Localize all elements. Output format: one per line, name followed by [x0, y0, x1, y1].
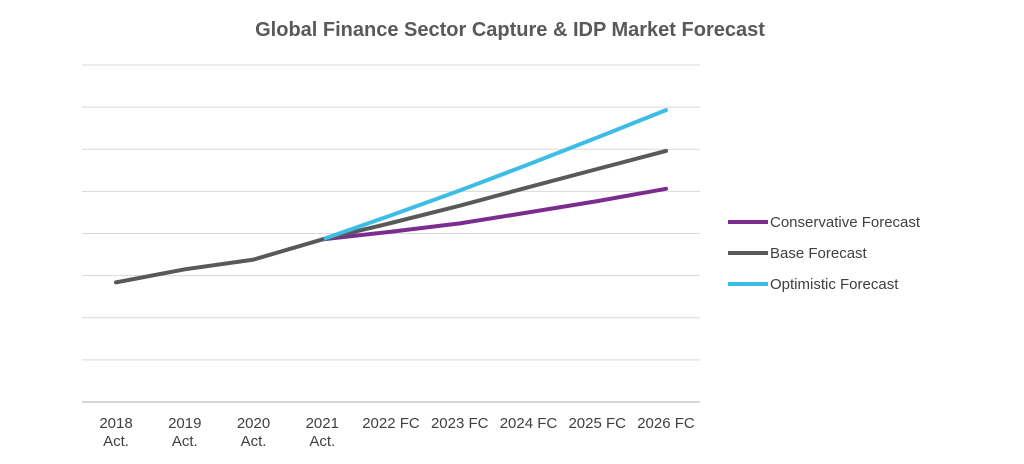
x-tick-label: 2019 Act.: [168, 415, 201, 450]
x-tick-label: 2025 FC: [568, 415, 626, 432]
series-line-actual: [114, 237, 325, 285]
chart-title: Global Finance Sector Capture & IDP Mark…: [255, 19, 765, 41]
legend-label-base-forecast: Base Forecast: [770, 245, 868, 262]
x-tick-label: 2024 FC: [500, 415, 558, 432]
x-tick-label: 2018 Act.: [99, 415, 132, 450]
x-tick-label: 2023 FC: [431, 415, 489, 432]
series-line-optimistic-forecast: [320, 108, 668, 242]
legend: Conservative Forecast Base Forecast Optimi…: [728, 214, 921, 293]
x-tick-label: 2022 FC: [362, 415, 420, 432]
series-line-base-forecast: [320, 148, 668, 242]
series-line-conservative-forecast: [320, 186, 668, 242]
x-tick-label: 2020 Act.: [237, 415, 270, 450]
x-axis: 2018 Act. 2019 Act. 2020 Act. 2021 Act. 2022 FC 2…: [99, 415, 695, 450]
series-lines: [114, 108, 668, 285]
legend-label-optimistic-forecast: Optimistic Forecast: [770, 276, 899, 293]
x-tick-label: 2026 FC: [637, 415, 695, 432]
legend-label-conservative-forecast: Conservative Forecast: [770, 214, 921, 231]
x-tick-label: 2021 Act.: [306, 415, 339, 450]
